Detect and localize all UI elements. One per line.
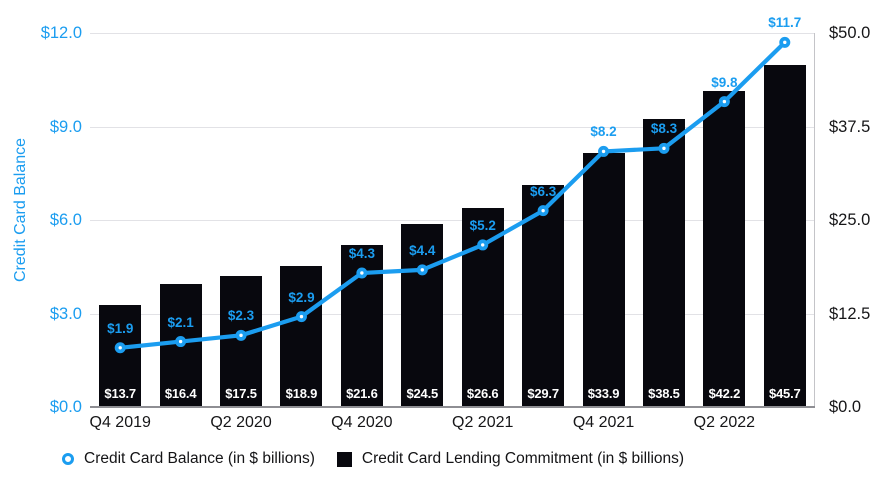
line-point-marker bbox=[658, 142, 670, 154]
line-point-marker bbox=[416, 264, 428, 276]
line-point-label: $11.7 bbox=[768, 15, 802, 31]
line-point-marker bbox=[175, 336, 187, 348]
bar-series-marker-icon bbox=[336, 451, 352, 467]
line-series bbox=[114, 36, 791, 354]
gridline bbox=[90, 220, 815, 221]
left-axis-tick: $0.0 bbox=[49, 398, 82, 416]
bar: $18.9 bbox=[280, 265, 323, 407]
bar: $24.5 bbox=[401, 223, 444, 407]
x-axis-tick: Q2 2021 bbox=[452, 414, 514, 431]
line-point-marker bbox=[779, 36, 791, 48]
bar: $38.5 bbox=[642, 119, 685, 407]
x-axis-tick: Q4 2020 bbox=[331, 414, 393, 431]
legend-item-balance: Credit Card Balance (in $ billions) bbox=[62, 450, 315, 468]
bar: $45.7 bbox=[763, 65, 806, 407]
line-point-marker bbox=[718, 96, 730, 108]
line-point-label: $8.2 bbox=[590, 124, 617, 140]
bar-value-label: $45.7 bbox=[769, 386, 801, 401]
line-point-label: $4.3 bbox=[348, 245, 376, 261]
x-axis-tick: Q2 2022 bbox=[693, 414, 756, 431]
line-series-marker-icon bbox=[62, 453, 74, 465]
left-axis-tick: $9.0 bbox=[49, 117, 82, 136]
line-point-label: $9.8 bbox=[711, 74, 738, 90]
bar: $13.7 bbox=[99, 304, 142, 407]
gridline bbox=[90, 313, 815, 315]
line-path bbox=[118, 40, 787, 350]
line-point-marker bbox=[356, 267, 368, 279]
gridline bbox=[90, 126, 815, 128]
bar-value-label: $26.6 bbox=[466, 386, 499, 401]
x-axis-line bbox=[90, 406, 815, 408]
x-axis-tick: Q2 2020 bbox=[210, 414, 272, 431]
right-axis-tick: $12.5 bbox=[829, 304, 871, 323]
bar-value-label: $13.7 bbox=[104, 386, 136, 401]
line-point-label: $5.2 bbox=[469, 217, 496, 233]
line-point-marker bbox=[477, 239, 489, 251]
right-axis-tick: $37.5 bbox=[829, 117, 871, 136]
line-point-marker bbox=[598, 145, 610, 157]
legend: Credit Card Balance (in $ billions) Cred… bbox=[62, 450, 684, 468]
bar-value-label: $21.6 bbox=[346, 386, 378, 401]
legend-label-balance: Credit Card Balance (in $ billions) bbox=[84, 450, 315, 467]
left-axis-tick: $12.0 bbox=[40, 24, 82, 42]
x-axis-tick: Q4 2021 bbox=[572, 414, 635, 431]
legend-item-commitment: Credit Card Lending Commitment (in $ bil… bbox=[336, 450, 685, 468]
plot-area: $13.7 $16.4 $17.5 $18.9 $21.6 $24.5 $26.6 $29.7… bbox=[90, 15, 815, 408]
line-point-marker bbox=[235, 329, 247, 341]
bar-value-label: $16.4 bbox=[164, 386, 197, 401]
line-point-label: $8.3 bbox=[650, 121, 678, 137]
line-point-label: $4.4 bbox=[409, 242, 436, 258]
left-axis-tick: $6.0 bbox=[49, 211, 82, 229]
gridline bbox=[90, 33, 815, 34]
left-axis-tick: $3.0 bbox=[49, 304, 82, 323]
right-axis-tick: $50.0 bbox=[829, 24, 871, 42]
bar: $42.2 bbox=[703, 91, 746, 407]
bar-value-label: $18.9 bbox=[285, 386, 318, 401]
bar-value-label: $17.5 bbox=[225, 386, 257, 401]
bar: $29.7 bbox=[522, 184, 565, 407]
right-axis-tick: $25.0 bbox=[829, 211, 871, 229]
x-axis-tick: Q4 2019 bbox=[89, 414, 151, 431]
line-point-marker bbox=[114, 342, 126, 354]
bar-value-label: $24.5 bbox=[406, 386, 439, 401]
bar-value-label: $29.7 bbox=[527, 386, 559, 401]
line-point-marker bbox=[295, 311, 307, 323]
line-point-label: $6.3 bbox=[529, 183, 557, 199]
line-point-label: $1.9 bbox=[107, 320, 134, 336]
bar-value-label: $38.5 bbox=[648, 386, 680, 401]
legend-label-commitment: Credit Card Lending Commitment (in $ bil… bbox=[361, 450, 685, 467]
line-point-label: $2.1 bbox=[167, 314, 194, 330]
bar-value-label: $42.2 bbox=[708, 386, 741, 401]
line-point-marker bbox=[537, 205, 549, 217]
right-axis-tick: $0.0 bbox=[829, 398, 862, 416]
bar: $33.9 bbox=[582, 153, 625, 407]
bar: $17.5 bbox=[220, 276, 263, 407]
line-point-label: $2.3 bbox=[227, 308, 255, 324]
line-point-label: $2.9 bbox=[288, 289, 315, 305]
right-axis-line bbox=[814, 33, 815, 407]
bar-value-label: $33.9 bbox=[587, 386, 620, 401]
